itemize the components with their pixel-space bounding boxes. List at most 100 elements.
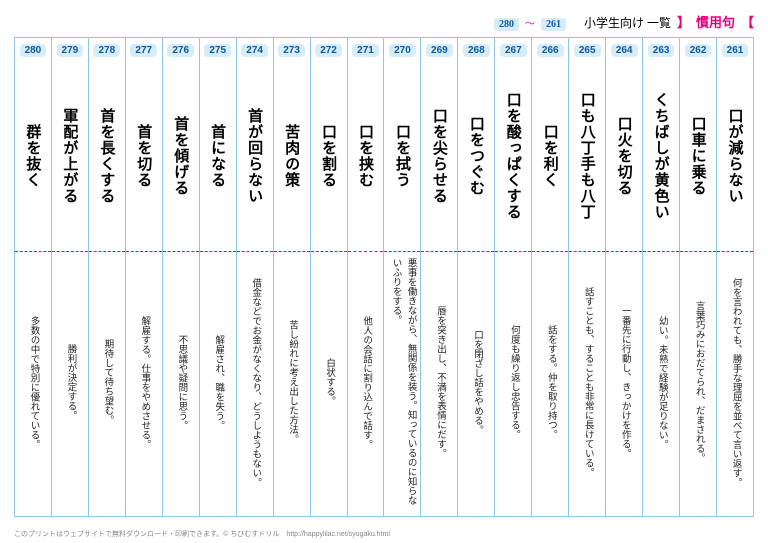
meaning-text: 言葉巧みにおだてられ、だまされる。 [690, 252, 705, 512]
idiom-text: 苦肉の策 [281, 61, 302, 251]
entry-number: 275 [204, 44, 231, 57]
subtitle: 小学生向け 一覧 [584, 14, 671, 31]
entry-number: 279 [57, 44, 84, 57]
idiom-column: 264 口火を切る一番先に行動し、きっかけを作る。 [605, 38, 642, 516]
idiom-text: 口を酸っぱくする [503, 61, 524, 251]
idiom-text: 首を傾げる [170, 61, 191, 251]
entry-number: 266 [537, 44, 564, 57]
idiom-text: 首になる [207, 61, 228, 251]
idiom-text: 口車に乗る [688, 61, 709, 251]
footer-credit: このプリントはウェブサイトで無料ダウンロード・印刷できます。© ちびむすドリル … [14, 529, 390, 539]
number-cell: 276 [163, 38, 199, 61]
meaning-text: 唇を突き出し、不満を表情にだす。 [432, 252, 447, 512]
number-cell: 272 [311, 38, 347, 61]
entry-number: 261 [722, 44, 749, 57]
idiom-text: 口を利く [540, 61, 561, 251]
number-cell: 278 [89, 38, 125, 61]
number-cell: 265 [569, 38, 605, 61]
idiom-text: 首を長くする [96, 61, 117, 251]
entry-number: 274 [241, 44, 268, 57]
worksheet-page: 【 慣用句 】 小学生向け 一覧 261 〜 280 261 口が減らない何を言わ… [0, 0, 768, 543]
number-cell: 274 [237, 38, 273, 61]
meaning-text: 何を言われても、勝手な理屈を並べて言い返す。 [727, 252, 742, 512]
entry-number: 270 [389, 44, 416, 57]
number-cell: 271 [348, 38, 384, 61]
idiom-column: 267 口を酸っぱくする何度も繰り返し忠告する。 [494, 38, 531, 516]
entry-number: 268 [463, 44, 490, 57]
number-cell: 277 [126, 38, 162, 61]
entry-number: 264 [611, 44, 638, 57]
idiom-text: 群を抜く [22, 61, 43, 251]
idiom-text: くちばしが黄色い [651, 61, 672, 251]
idiom-text: 首を切る [133, 61, 154, 251]
idiom-column: 261 口が減らない何を言われても、勝手な理屈を並べて言い返す。 [716, 38, 753, 516]
meaning-text: 期待して待ち望む。 [99, 252, 114, 512]
idiom-text: 首が回らない [244, 61, 265, 251]
meaning-text: 話すことも、することも非常に長けている。 [580, 252, 595, 512]
bracket-close: 】 [677, 12, 690, 31]
idiom-column: 272 口を割る白状する。 [310, 38, 347, 516]
idiom-grid: 261 口が減らない何を言われても、勝手な理屈を並べて言い返す。 262 口車に乗る言… [14, 37, 754, 517]
idiom-column: 270口を拭う悪事を働きながら、無関係を装う。知っているのに知らないふりをする。 [383, 38, 420, 516]
idiom-text: 口を拭う [392, 61, 413, 251]
meaning-text: 白状する。 [321, 252, 336, 512]
idiom-column: 262 口車に乗る言葉巧みにおだてられ、だまされる。 [679, 38, 716, 516]
entry-number: 273 [278, 44, 305, 57]
entry-number: 276 [167, 44, 194, 57]
idiom-column: 263くちばしが黄色い幼い。未熟で経験が足りない。 [642, 38, 679, 516]
meaning-text: 何度も繰り返し忠告する。 [506, 252, 521, 512]
idiom-column: 275 首になる解雇され、職を失う。 [199, 38, 236, 516]
idiom-column: 265 口も八丁手も八丁話すことも、することも非常に長けている。 [568, 38, 605, 516]
number-cell: 279 [52, 38, 88, 61]
number-cell: 269 [421, 38, 457, 61]
idiom-text: 口が減らない [725, 61, 746, 251]
idiom-column: 277 首を切る解雇する。仕事をやめさせる。 [125, 38, 162, 516]
number-cell: 264 [606, 38, 642, 61]
idiom-column: 271口を挟む他人の会話に割り込んで話す。 [347, 38, 384, 516]
idiom-text: 口を尖らせる [429, 61, 450, 251]
number-cell: 267 [495, 38, 531, 61]
number-cell: 261 [717, 38, 753, 61]
meaning-text: 一番先に行動し、きっかけを作る。 [617, 252, 632, 512]
entry-number: 272 [315, 44, 342, 57]
meaning-text: 不思議や疑問に思う。 [173, 252, 188, 512]
entry-number: 278 [93, 44, 120, 57]
range-to: 280 [494, 18, 519, 31]
meaning-text: 借金などでお金がなくなり、どうしようもない。 [247, 252, 262, 512]
entry-number: 262 [685, 44, 712, 57]
entry-number: 280 [20, 44, 47, 57]
entry-number: 267 [500, 44, 527, 57]
entry-number: 263 [648, 44, 675, 57]
entry-number: 271 [352, 44, 379, 57]
meaning-text: 多数の中で特別に優れている。 [25, 252, 40, 512]
number-cell: 273 [274, 38, 310, 61]
range-tilde: 〜 [525, 15, 535, 30]
entry-number: 277 [130, 44, 157, 57]
idiom-column: 269 口を尖らせる唇を突き出し、不満を表情にだす。 [420, 38, 457, 516]
number-cell: 263 [643, 38, 679, 61]
meaning-text: 勝利が決定する。 [62, 252, 77, 512]
idiom-column: 280 群を抜く多数の中で特別に優れている。 [15, 38, 51, 516]
range-from: 261 [541, 18, 566, 31]
idiom-text: 軍配が上がる [59, 61, 80, 251]
idiom-column: 279 軍配が上がる勝利が決定する。 [51, 38, 88, 516]
idiom-column: 276 首を傾げる不思議や疑問に思う。 [162, 38, 199, 516]
bracket-open: 【 [741, 12, 754, 31]
meaning-text: 他人の会話に割り込んで話す。 [358, 252, 373, 512]
entry-number: 269 [426, 44, 453, 57]
idiom-text: 口火を切る [614, 61, 635, 251]
meaning-text: 解雇する。仕事をやめさせる。 [136, 252, 151, 512]
idiom-text: 口をつぐむ [466, 61, 487, 251]
meaning-text: 解雇され、職を失う。 [210, 252, 225, 512]
idiom-column: 278 首を長くする期待して待ち望む。 [88, 38, 125, 516]
number-cell: 275 [200, 38, 236, 61]
meaning-text: 口を閉ざし話をやめる。 [469, 252, 484, 512]
idiom-column: 268 口をつぐむ口を閉ざし話をやめる。 [457, 38, 494, 516]
meaning-text: 苦し紛れに考え出した方法。 [284, 252, 299, 512]
idiom-column: 266 口を利く話をする。仲を取り持つ。 [531, 38, 568, 516]
category-label: 慣用句 [696, 12, 735, 31]
entry-number: 265 [574, 44, 601, 57]
idiom-text: 口を割る [318, 61, 339, 251]
meaning-text: 話をする。仲を取り持つ。 [543, 252, 558, 512]
idiom-text: 口も八丁手も八丁 [577, 61, 598, 251]
